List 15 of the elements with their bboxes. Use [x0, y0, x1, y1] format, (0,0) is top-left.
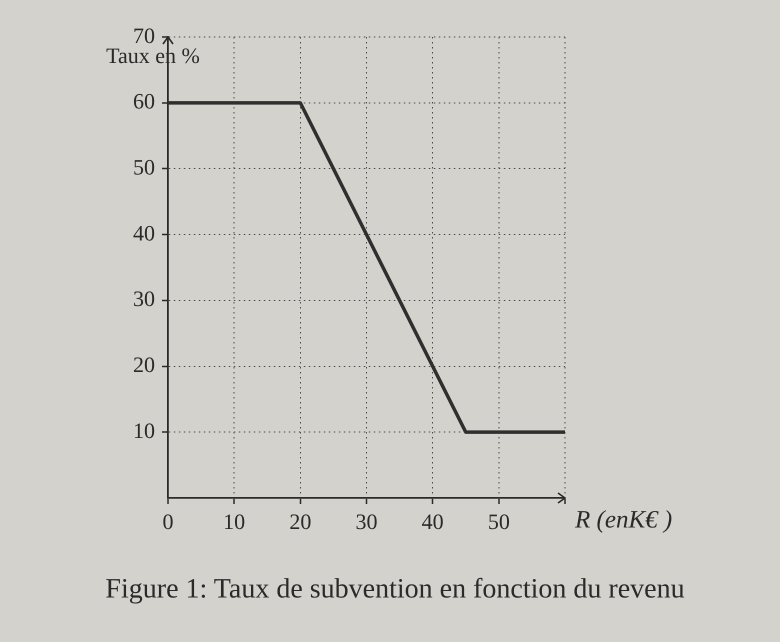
y-tick-label: 10 — [133, 418, 155, 443]
y-tick-label: 20 — [133, 352, 155, 378]
x-tick-label: 10 — [223, 508, 246, 534]
y-tick-label: 30 — [133, 286, 155, 312]
y-tick-label: 60 — [133, 88, 155, 114]
x-tick-label: 20 — [289, 508, 312, 534]
y-tick-label: 50 — [133, 154, 155, 180]
x-tick-label: 50 — [488, 508, 510, 534]
y-tick-label: 70 — [133, 22, 155, 48]
x-tick-label: 0 — [162, 508, 174, 534]
x-axis-title: R (enK€ ) — [574, 506, 672, 534]
y-tick-label: 40 — [133, 220, 155, 246]
x-tick-label: 40 — [422, 508, 444, 534]
text: Figure 1: Taux de subvention en fonction du revenu — [105, 573, 685, 604]
x-tick-label: 30 — [356, 508, 378, 534]
